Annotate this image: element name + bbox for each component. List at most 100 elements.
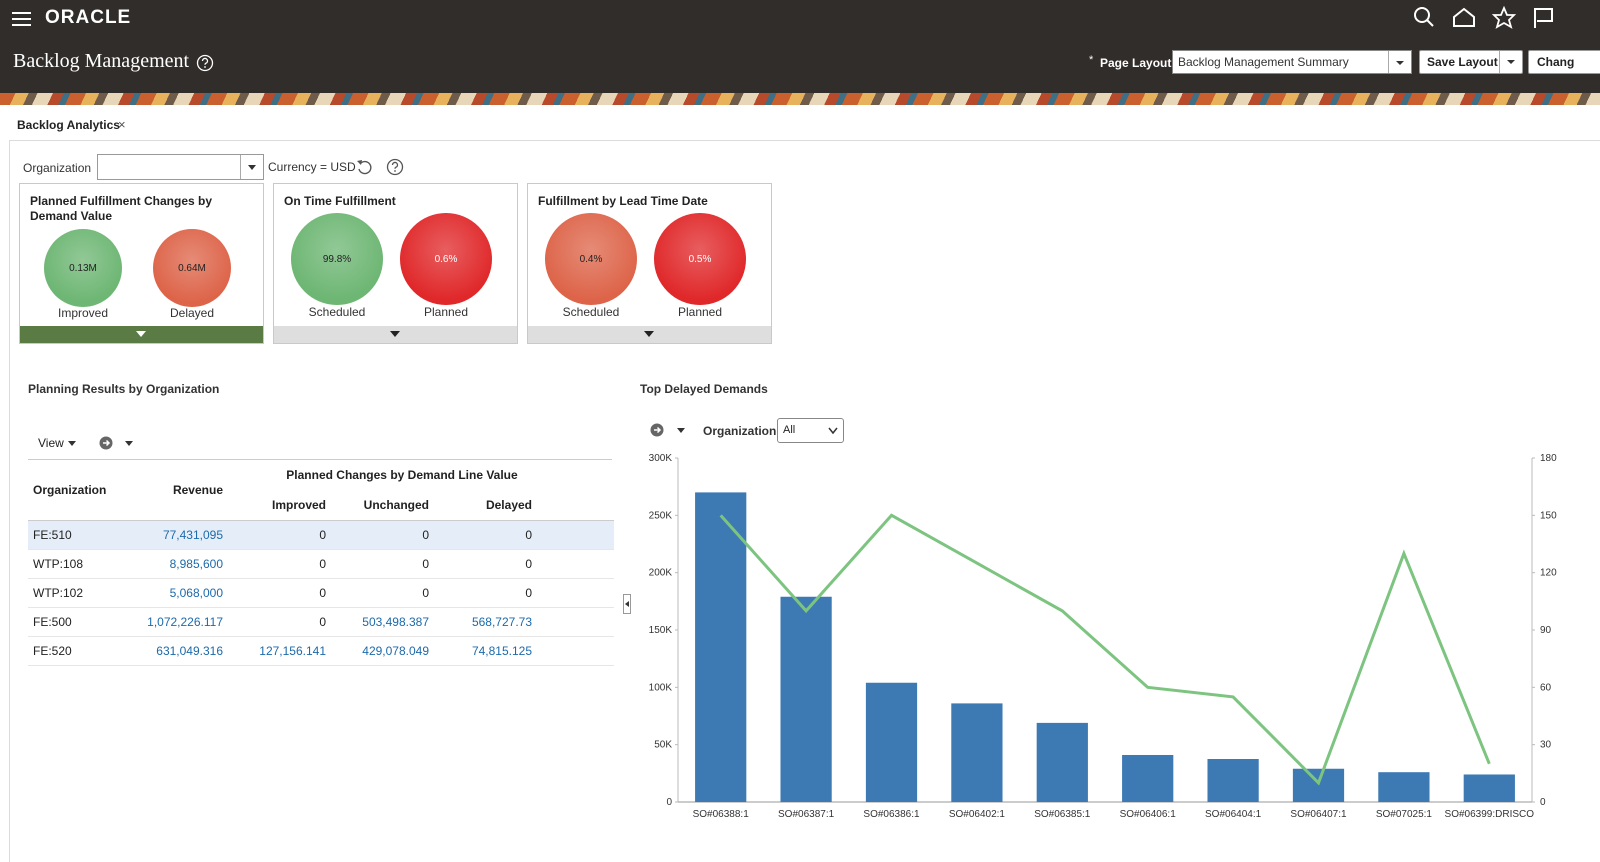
table-cell[interactable]: 5,068,000	[128, 578, 228, 608]
organization-label: Organization	[703, 424, 777, 438]
x-tick-label: SO#06407:1	[1290, 809, 1347, 820]
view-label: View	[38, 436, 64, 450]
bar	[951, 703, 1003, 802]
toolbar-icons[interactable]	[649, 422, 689, 438]
page-layout-select[interactable]: Backlog Management Summary	[1172, 50, 1412, 74]
bar	[695, 492, 747, 802]
dropdown-arrow	[240, 155, 263, 179]
table-cell[interactable]: 568,727.73	[434, 607, 537, 637]
y2-tick-label: 150	[1540, 510, 1557, 521]
change-button[interactable]: Chang	[1528, 50, 1600, 74]
table-cell: WTP:102	[28, 578, 128, 608]
y-tick-label: 50K	[654, 740, 672, 751]
expand-arrow	[136, 331, 146, 337]
column-header: Organization	[28, 460, 128, 521]
organization-select[interactable]: All	[777, 418, 844, 443]
table-cell[interactable]: 8,985,600	[128, 549, 228, 579]
table-row[interactable]: FE:520 631,049.316 127,156.141 429,078.049 7…	[28, 636, 614, 666]
table-row[interactable]: WTP:108 8,985,600 0 0 0	[28, 549, 614, 579]
bar	[865, 682, 918, 802]
save-layout-button[interactable]: Save Layout	[1419, 50, 1523, 74]
page-layout-value: Backlog Management Summary	[1178, 55, 1349, 69]
circle-value: 0.4%	[579, 253, 603, 265]
y-tick-label: 100K	[649, 682, 673, 693]
group-header: Planned Changes by Demand Line Value	[286, 468, 518, 482]
circle-label: Scheduled	[562, 305, 620, 319]
table-cell: 0	[228, 578, 331, 608]
view-menu[interactable]: View	[38, 436, 77, 450]
table-cell[interactable]: 503,498.387	[331, 607, 434, 637]
column-header: Revenue	[128, 460, 228, 521]
header-row: Organization Revenue Planned Changes by De…	[28, 460, 614, 521]
tab[interactable]: Backlog Analytics ×	[10, 112, 132, 142]
tile-footer[interactable]	[274, 326, 517, 343]
dropdown-arrow	[68, 441, 77, 446]
required-marker: *	[1089, 54, 1094, 66]
table-cell: 0	[228, 520, 331, 550]
column-header: Delayed	[434, 490, 537, 521]
spacer	[537, 636, 614, 666]
circle-label: Planned	[677, 305, 723, 319]
table-cell: FE:520	[28, 636, 128, 666]
bar	[1122, 754, 1174, 802]
x-tick-label: SO#06386:1	[863, 809, 920, 820]
circle-value: 0.13M	[69, 262, 97, 274]
table-cell: 0	[434, 520, 537, 550]
y2-tick-label: 60	[1540, 682, 1552, 693]
table-cell[interactable]: 77,431,095	[128, 520, 228, 550]
organization-select[interactable]	[97, 154, 264, 180]
table-row[interactable]: FE:500 1,072,226.117 0 503,498.387 568,727.7…	[28, 607, 614, 637]
table-cell[interactable]: 127,156.141	[228, 636, 331, 666]
decorative-banner	[0, 93, 1600, 105]
x-tick-label: SO#06404:1	[1205, 809, 1262, 820]
tile-footer[interactable]	[528, 326, 771, 343]
table-cell[interactable]: 631,049.316	[128, 636, 228, 666]
table-row[interactable]: WTP:102 5,068,000 0 0 0	[28, 578, 614, 608]
header: ORACLE Backlog Management * Page Layout …	[0, 0, 1600, 93]
circle-label: Delayed	[169, 306, 215, 320]
section-title: Planning Results by Organization	[28, 382, 220, 396]
organization-value: All	[783, 424, 796, 436]
y-tick-label: 250K	[649, 510, 673, 521]
section-title: Top Delayed Demands	[640, 382, 768, 396]
table-cell[interactable]: 74,815.125	[434, 636, 537, 666]
status-circle: 99.8%	[291, 213, 383, 305]
x-tick-label: SO#06385:1	[1034, 809, 1091, 820]
splitter-handle[interactable]	[623, 594, 631, 614]
tile-footer[interactable]	[20, 326, 263, 343]
global-icons[interactable]	[1412, 6, 1557, 30]
tile[interactable]: On Time Fulfillment 99.8% Scheduled 0.6% Pla…	[273, 183, 518, 344]
menu-icon[interactable]	[12, 10, 32, 26]
table-cell[interactable]: 1,072,226.117	[128, 607, 228, 637]
organization-label: Organization	[23, 161, 92, 175]
tab-close[interactable]: ×	[118, 117, 126, 132]
x-tick-label: SO#06399:DRISCO	[1445, 809, 1535, 820]
tile[interactable]: Fulfillment by Lead Time Date 0.4% Schedul…	[527, 183, 772, 344]
x-tick-label: SO#06406:1	[1120, 809, 1177, 820]
dropdown-arrow[interactable]	[1499, 51, 1522, 73]
spacer	[537, 549, 614, 579]
divider	[28, 459, 612, 460]
spacer	[537, 460, 614, 521]
help-icon[interactable]	[196, 54, 214, 72]
y-tick-label: 0	[666, 797, 672, 808]
y-tick-label: 150K	[649, 625, 673, 636]
y2-tick-label: 0	[1540, 797, 1546, 808]
y2-tick-label: 90	[1540, 625, 1552, 636]
toolbar-icons[interactable]	[98, 435, 138, 451]
table-cell[interactable]: 429,078.049	[331, 636, 434, 666]
column-header: Improved	[228, 490, 331, 521]
table-row[interactable]: FE:510 77,431,095 0 0 0	[28, 520, 614, 550]
table-cell: 0	[228, 549, 331, 579]
planning-table: Organization Revenue Planned Changes by De…	[28, 460, 614, 666]
circle-label: Improved	[57, 306, 109, 320]
filter-icons[interactable]	[356, 158, 408, 176]
tile[interactable]: Planned Fulfillment Changes by Demand Va…	[19, 183, 264, 344]
status-circle: 0.4%	[545, 213, 637, 305]
circle-value: 0.64M	[178, 262, 206, 274]
circle-value: 0.6%	[434, 253, 458, 265]
bar	[1036, 722, 1088, 802]
line	[719, 513, 1491, 786]
y-tick-label: 200K	[649, 568, 673, 579]
